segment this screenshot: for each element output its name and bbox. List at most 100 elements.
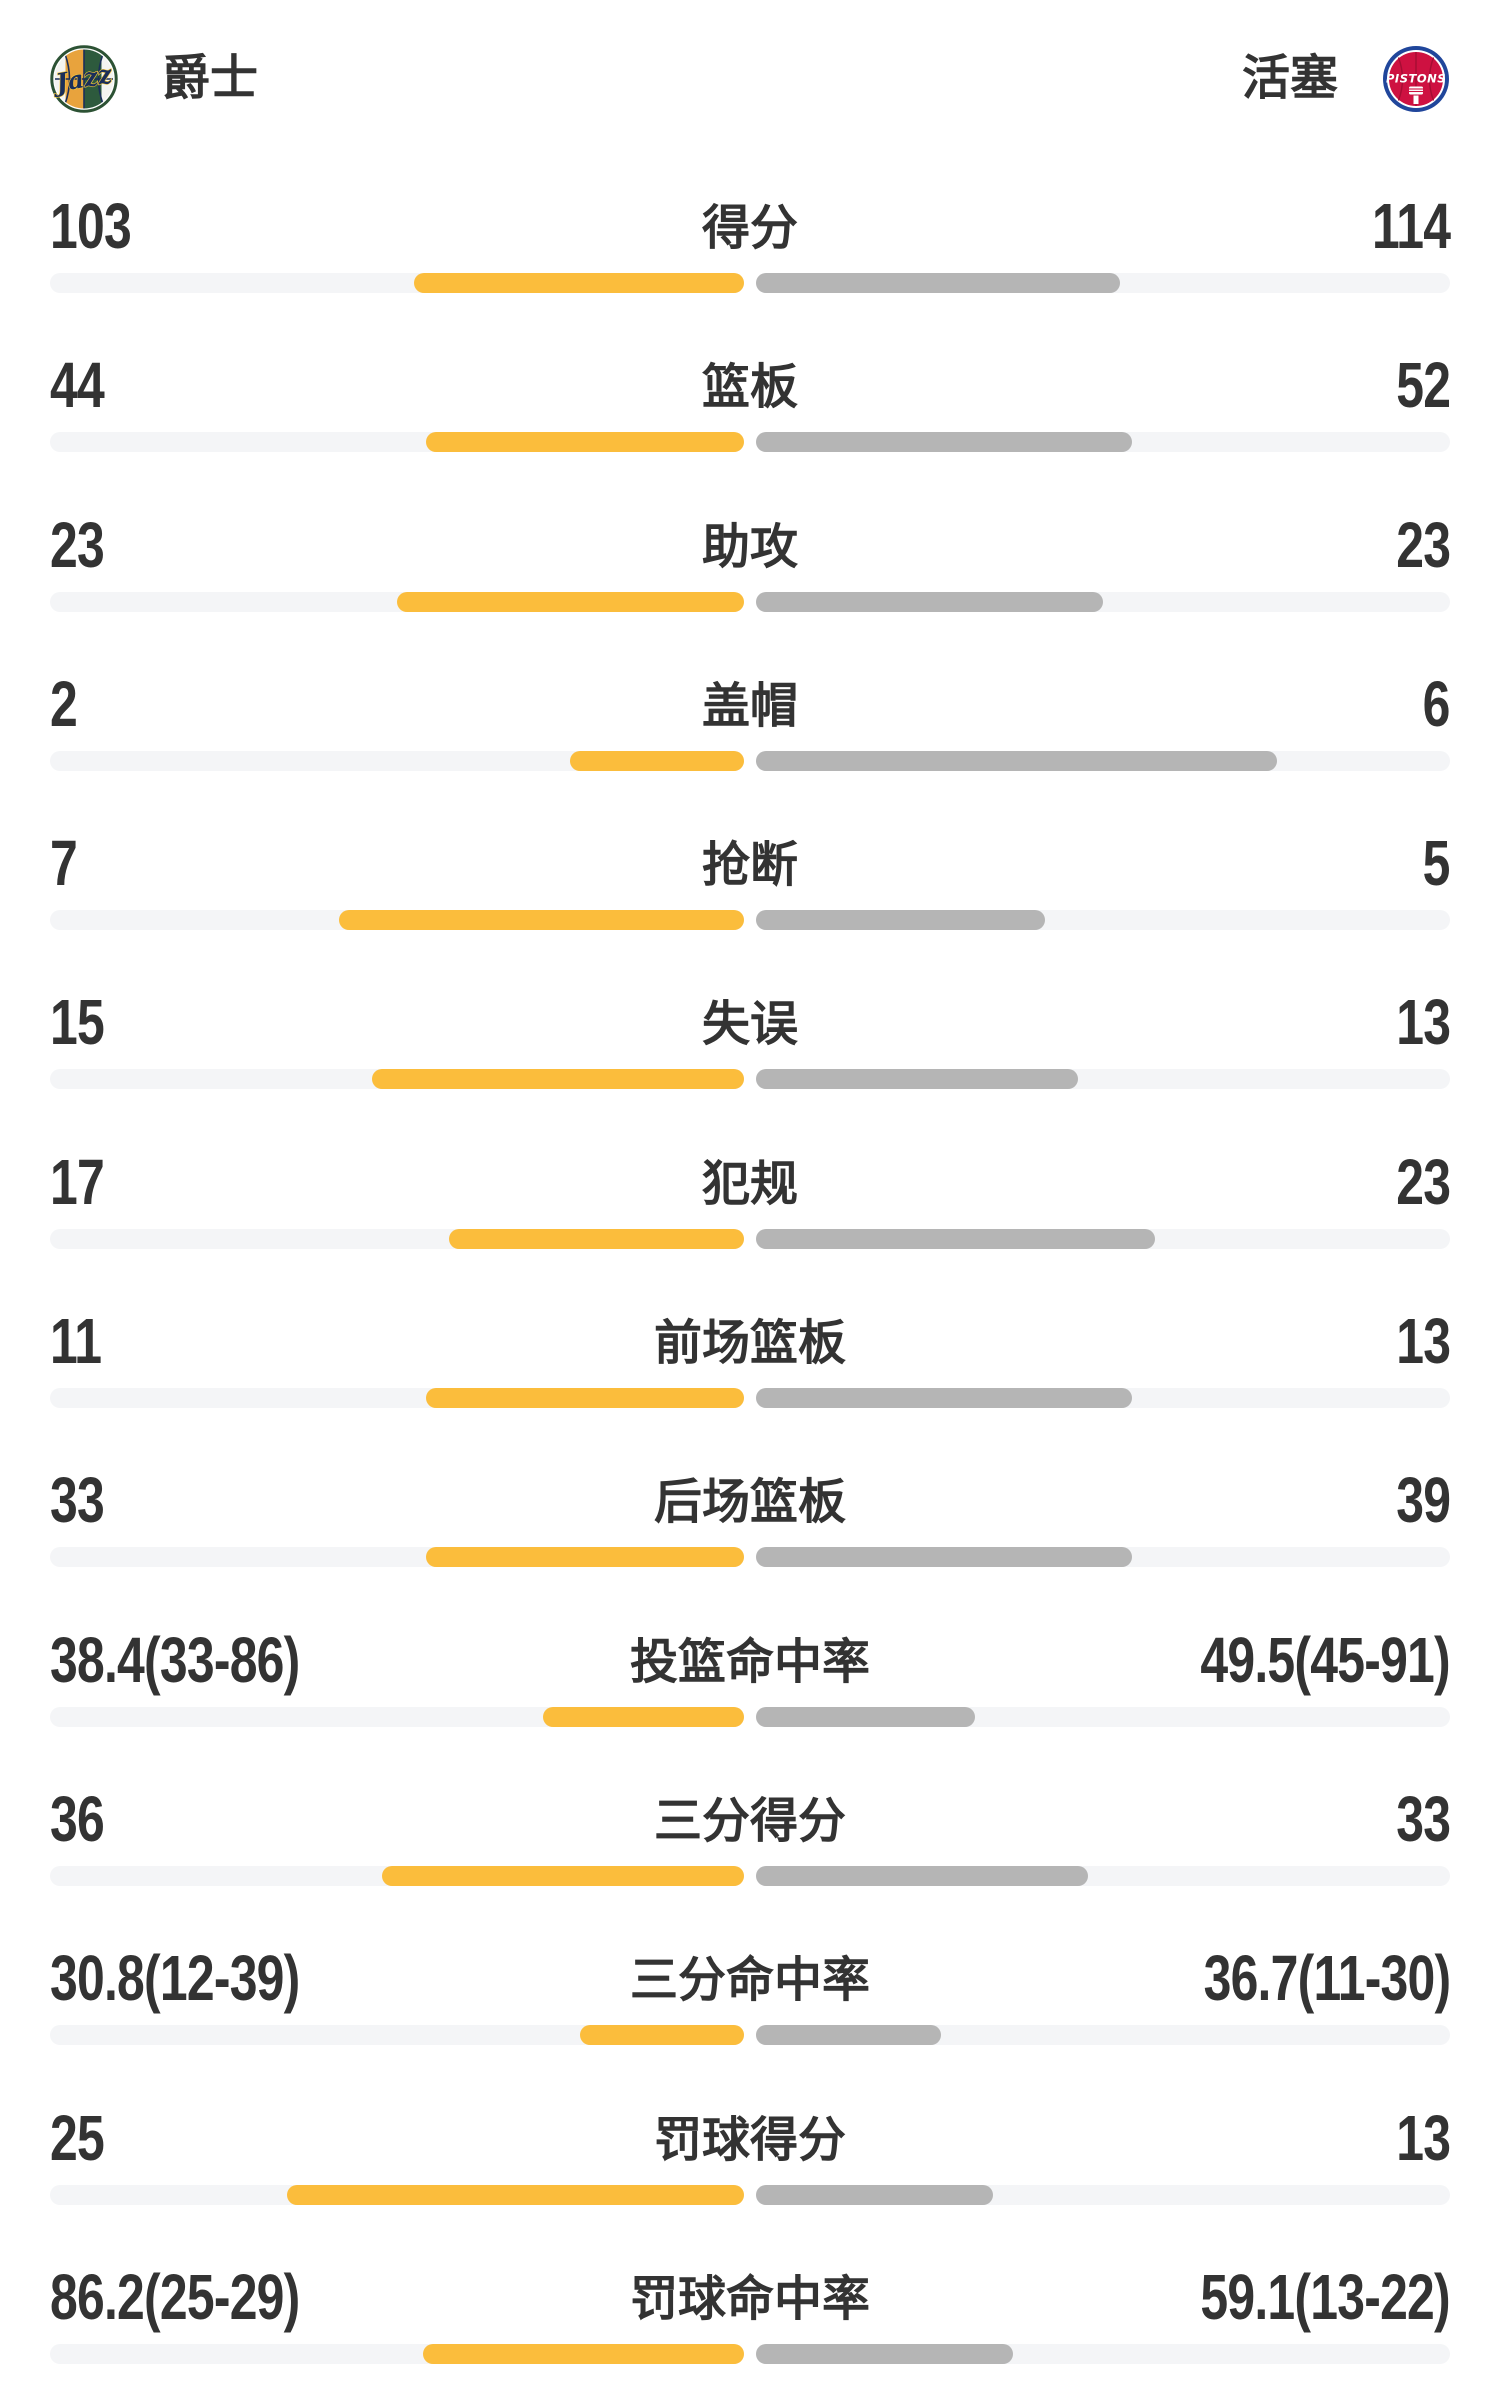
stat-label: 前场篮板: [653, 1317, 846, 1371]
stat-row: 23 助攻 23: [0, 509, 1500, 668]
stat-row-bar: [50, 273, 1450, 293]
home-bar-fill: [423, 2343, 744, 2364]
away-stat-value: 23: [1396, 508, 1451, 581]
stat-row-bar: [50, 1069, 1450, 1090]
stat-label: 抢断: [701, 839, 798, 893]
team-home: Jazz 爵士: [50, 45, 258, 113]
stat-row-bar: [50, 2184, 1450, 2205]
home-bar-track: [50, 1388, 744, 1409]
home-bar-fill: [339, 910, 744, 931]
home-stat-value: 23: [50, 508, 105, 581]
away-stat-value: 36.7(11-30): [1203, 1942, 1451, 2015]
home-bar-track: [50, 1069, 744, 1090]
pistons-logo-wordmark: PISTONS: [1386, 72, 1446, 86]
home-bar-track: [50, 273, 744, 293]
jazz-logo-icon: Jazz: [50, 45, 118, 113]
home-stat-value: 33: [50, 1464, 105, 1537]
home-stat-value: 17: [50, 1145, 105, 1218]
stat-label: 盖帽: [701, 679, 798, 733]
stat-row-text: 23 助攻 23: [50, 508, 1451, 581]
home-bar-track: [50, 2025, 744, 2046]
home-bar-track: [50, 591, 744, 612]
stat-row-bar: [50, 1388, 1450, 1409]
home-bar-fill: [449, 1228, 744, 1249]
away-bar-track: [756, 2343, 1450, 2364]
home-bar-track: [50, 1547, 744, 1568]
home-team-name: 爵士: [162, 52, 259, 105]
away-bar-fill: [756, 1706, 975, 1727]
home-bar-fill: [414, 273, 744, 293]
stat-row-text: 15 失误 13: [50, 986, 1451, 1059]
away-bar-fill: [756, 2343, 1013, 2364]
home-stat-value: 25: [50, 2101, 105, 2174]
stat-row: 25 罚球得分 13: [0, 2102, 1500, 2261]
stat-label: 助攻: [701, 520, 798, 574]
home-stat-value: 44: [50, 349, 105, 422]
home-bar-track: [50, 1865, 744, 1886]
away-stat-value: 13: [1396, 986, 1451, 1059]
stat-row: 17 犯规 23: [0, 1146, 1500, 1305]
away-bar-track: [756, 2025, 1450, 2046]
away-bar-track: [756, 273, 1450, 293]
stat-row-text: 17 犯规 23: [50, 1145, 1451, 1218]
home-stat-value: 2: [50, 667, 78, 740]
home-bar-track: [50, 1706, 744, 1727]
away-stat-value: 6: [1423, 667, 1451, 740]
home-stat-value: 36: [50, 1782, 105, 1855]
away-bar-track: [756, 2184, 1450, 2205]
stat-label: 三分得分: [653, 1794, 846, 1848]
stat-row-text: 103 得分 114: [50, 194, 1451, 258]
away-bar-fill: [756, 750, 1277, 771]
home-bar-fill: [543, 1706, 744, 1727]
away-bar-fill: [756, 432, 1132, 453]
away-bar-fill: [756, 273, 1120, 293]
home-bar-track: [50, 2184, 744, 2205]
stat-label: 罚球命中率: [629, 2272, 870, 2326]
stat-row-bar: [50, 2343, 1450, 2364]
stat-row: 30.8(12-39) 三分命中率 36.7(11-30): [0, 1942, 1500, 2101]
stat-label: 三分命中率: [629, 1954, 870, 2008]
away-bar-fill: [756, 2025, 941, 2046]
away-stat-value: 59.1(13-22): [1200, 2260, 1450, 2333]
stat-row-bar: [50, 750, 1450, 771]
home-stat-value: 86.2(25-29): [50, 2260, 300, 2333]
header: Jazz 爵士 活塞 PISTONS: [50, 45, 1450, 113]
team-away: 活塞 PISTONS: [1242, 45, 1450, 113]
stat-row-text: 44 篮板 52: [50, 349, 1451, 422]
stat-label: 篮板: [701, 361, 798, 415]
away-stat-value: 33: [1396, 1782, 1451, 1855]
stat-row-text: 25 罚球得分 13: [50, 2101, 1451, 2174]
stat-label: 后场篮板: [653, 1476, 846, 1530]
home-bar-fill: [426, 1547, 744, 1568]
stat-row-bar: [50, 2025, 1450, 2046]
stat-label: 犯规: [701, 1157, 798, 1211]
stat-row-text: 11 前场篮板 13: [50, 1305, 1451, 1378]
stat-row: 7 抢断 5: [0, 827, 1500, 986]
home-bar-fill: [570, 750, 744, 771]
away-stat-value: 52: [1396, 349, 1451, 422]
stat-row: 11 前场篮板 13: [0, 1305, 1500, 1464]
away-stat-value: 13: [1396, 1305, 1451, 1378]
home-bar-fill: [426, 1388, 744, 1409]
home-bar-track: [50, 1228, 744, 1249]
stat-label: 罚球得分: [653, 2113, 846, 2167]
stat-label: 得分: [701, 202, 798, 255]
stat-row-text: 30.8(12-39) 三分命中率 36.7(11-30): [50, 1942, 1451, 2015]
stat-row-text: 33 后场篮板 39: [50, 1464, 1451, 1537]
stat-row-bar: [50, 910, 1450, 931]
away-bar-fill: [756, 910, 1045, 931]
away-bar-track: [756, 1547, 1450, 1568]
home-bar-fill: [426, 432, 744, 453]
stat-row: 15 失误 13: [0, 986, 1500, 1145]
stat-label: 失误: [701, 998, 798, 1052]
home-bar-fill: [580, 2025, 744, 2046]
home-bar-fill: [372, 1069, 744, 1090]
away-bar-track: [756, 591, 1450, 612]
away-bar-track: [756, 910, 1450, 931]
home-stat-value: 11: [50, 1305, 102, 1378]
home-stat-value: 7: [50, 827, 78, 900]
stat-row: 2 盖帽 6: [0, 668, 1500, 827]
stat-label: 投篮命中率: [629, 1635, 870, 1689]
home-bar-track: [50, 910, 744, 931]
